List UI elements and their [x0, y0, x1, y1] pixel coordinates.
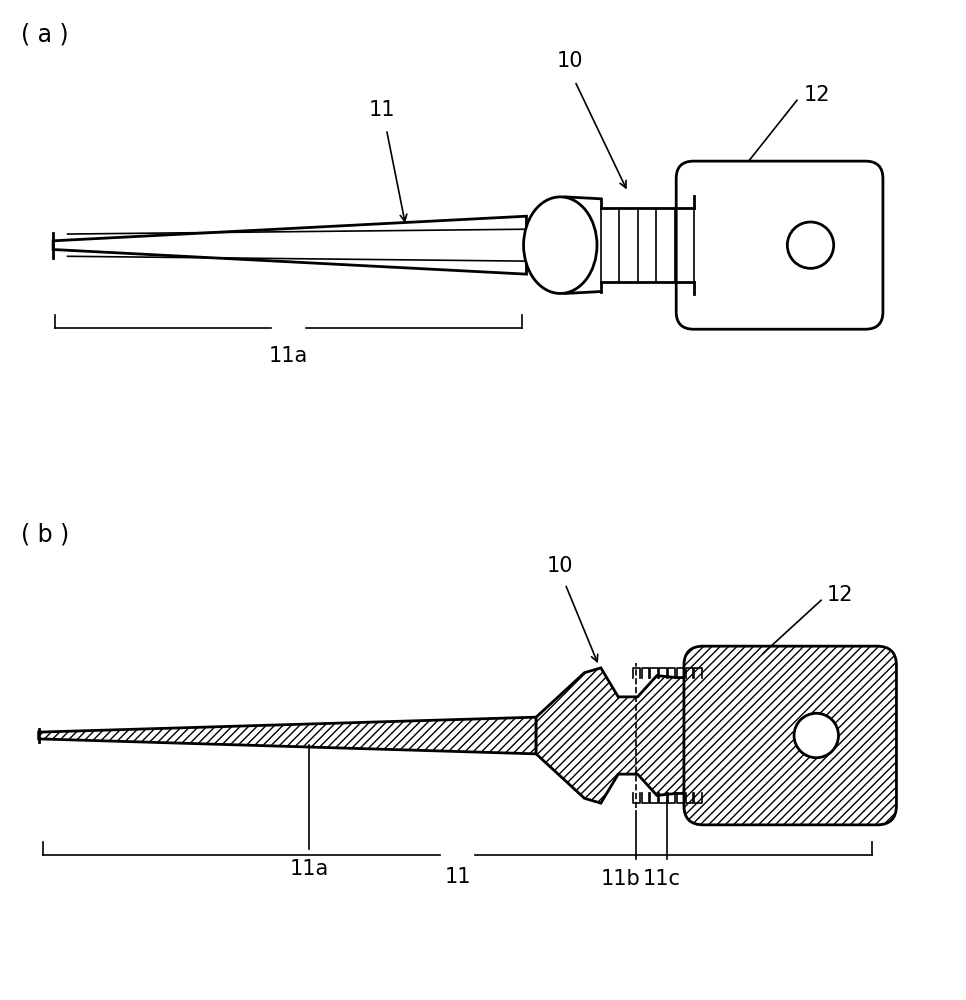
Text: 11: 11	[444, 867, 471, 887]
Text: 10: 10	[556, 51, 583, 71]
Circle shape	[794, 713, 838, 758]
Polygon shape	[536, 668, 703, 803]
FancyBboxPatch shape	[676, 161, 883, 329]
Text: 11a: 11a	[290, 859, 328, 879]
Text: 11: 11	[368, 100, 395, 120]
Polygon shape	[39, 717, 536, 754]
Text: 11b: 11b	[600, 869, 640, 889]
Text: ( b ): ( b )	[21, 523, 70, 547]
Text: ( a ): ( a )	[21, 23, 69, 47]
Text: 11c: 11c	[642, 869, 681, 889]
Text: 11a: 11a	[269, 346, 308, 366]
Text: 12: 12	[804, 85, 830, 105]
Text: 10: 10	[547, 556, 574, 576]
Ellipse shape	[524, 197, 597, 293]
Text: 12: 12	[827, 585, 853, 605]
FancyBboxPatch shape	[684, 646, 896, 825]
Circle shape	[787, 222, 834, 268]
Polygon shape	[53, 216, 526, 274]
